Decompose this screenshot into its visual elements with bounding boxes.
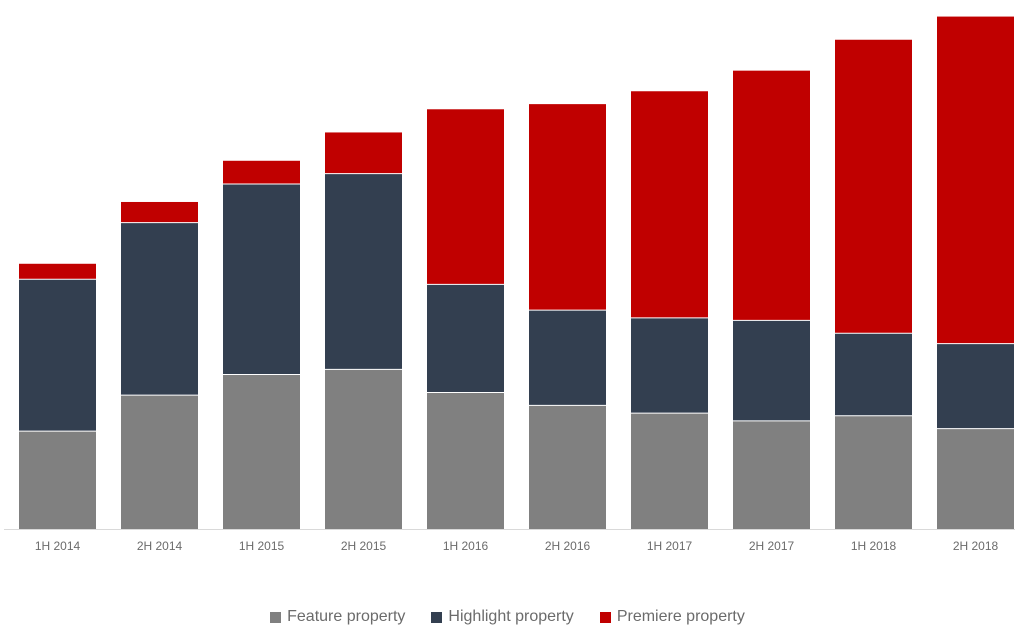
bar-highlight-property-2h-2018 (937, 343, 1014, 429)
bar-feature-property-2h-2014 (121, 395, 198, 529)
legend-item-premiere: Premiere property (599, 608, 745, 626)
x-tick-label: 2H 2014 (137, 539, 183, 553)
x-tick-label: 1H 2016 (443, 539, 489, 553)
bar-premiere-property-2h-2016 (529, 104, 606, 311)
bar-feature-property-1h-2018 (835, 415, 912, 529)
bar-premiere-property-1h-2017 (631, 91, 708, 318)
bar-feature-property-2h-2015 (325, 369, 402, 529)
bar-feature-property-2h-2018 (937, 428, 1014, 529)
legend-label-premiere: Premiere property (616, 608, 745, 625)
bar-premiere-property-1h-2016 (427, 109, 504, 285)
x-tick-label: 1H 2018 (851, 539, 897, 553)
x-tick-label: 1H 2015 (239, 539, 285, 553)
legend-item-highlight: Highlight property (431, 608, 574, 626)
legend-swatch-premiere (599, 611, 611, 623)
chart-plot: 1H 2014 2H 2014 1H 2015 2H 2015 1H 2016 2H 20… (4, 16, 1015, 553)
bar-highlight-property-2h-2017 (733, 320, 810, 421)
bar-highlight-property-1h-2015 (223, 183, 300, 375)
bar-premiere-property-2h-2015 (325, 132, 402, 174)
x-tick-label: 2H 2018 (953, 539, 999, 553)
bar-highlight-property-1h-2018 (835, 333, 912, 416)
bar-premiere-property-1h-2014 (19, 263, 96, 280)
bar-premiere-property-1h-2018 (835, 39, 912, 334)
bar-premiere-property-2h-2018 (937, 16, 1014, 344)
bar-feature-property-1h-2016 (427, 392, 504, 529)
bar-premiere-property-2h-2017 (733, 70, 810, 321)
bar-highlight-property-2h-2016 (529, 310, 606, 406)
x-tick-label: 2H 2016 (545, 539, 591, 553)
bar-feature-property-2h-2017 (733, 420, 810, 529)
bar-feature-property-1h-2015 (223, 374, 300, 529)
bar-highlight-property-2h-2015 (325, 173, 402, 370)
bar-highlight-property-1h-2014 (19, 279, 96, 432)
x-tick-label: 1H 2017 (647, 539, 693, 553)
legend: Feature property Highlight property Prem… (0, 608, 1015, 626)
x-tick-label: 2H 2017 (749, 539, 795, 553)
legend-item-feature: Feature property (270, 608, 405, 626)
legend-swatch-highlight (431, 611, 443, 623)
legend-swatch-feature (270, 611, 282, 623)
bar-highlight-property-1h-2016 (427, 284, 504, 393)
bar-premiere-property-1h-2015 (223, 160, 300, 184)
x-tick-label: 2H 2015 (341, 539, 387, 553)
bar-feature-property-2h-2016 (529, 405, 606, 529)
x-tick-label: 1H 2014 (35, 539, 81, 553)
bar-feature-property-1h-2017 (631, 413, 708, 529)
bar-feature-property-1h-2014 (19, 431, 96, 529)
bar-highlight-property-2h-2014 (121, 222, 198, 396)
legend-label-feature: Feature property (287, 608, 406, 625)
legend-label-highlight: Highlight property (448, 608, 574, 625)
bar-premiere-property-2h-2014 (121, 201, 198, 223)
bar-highlight-property-1h-2017 (631, 317, 708, 414)
